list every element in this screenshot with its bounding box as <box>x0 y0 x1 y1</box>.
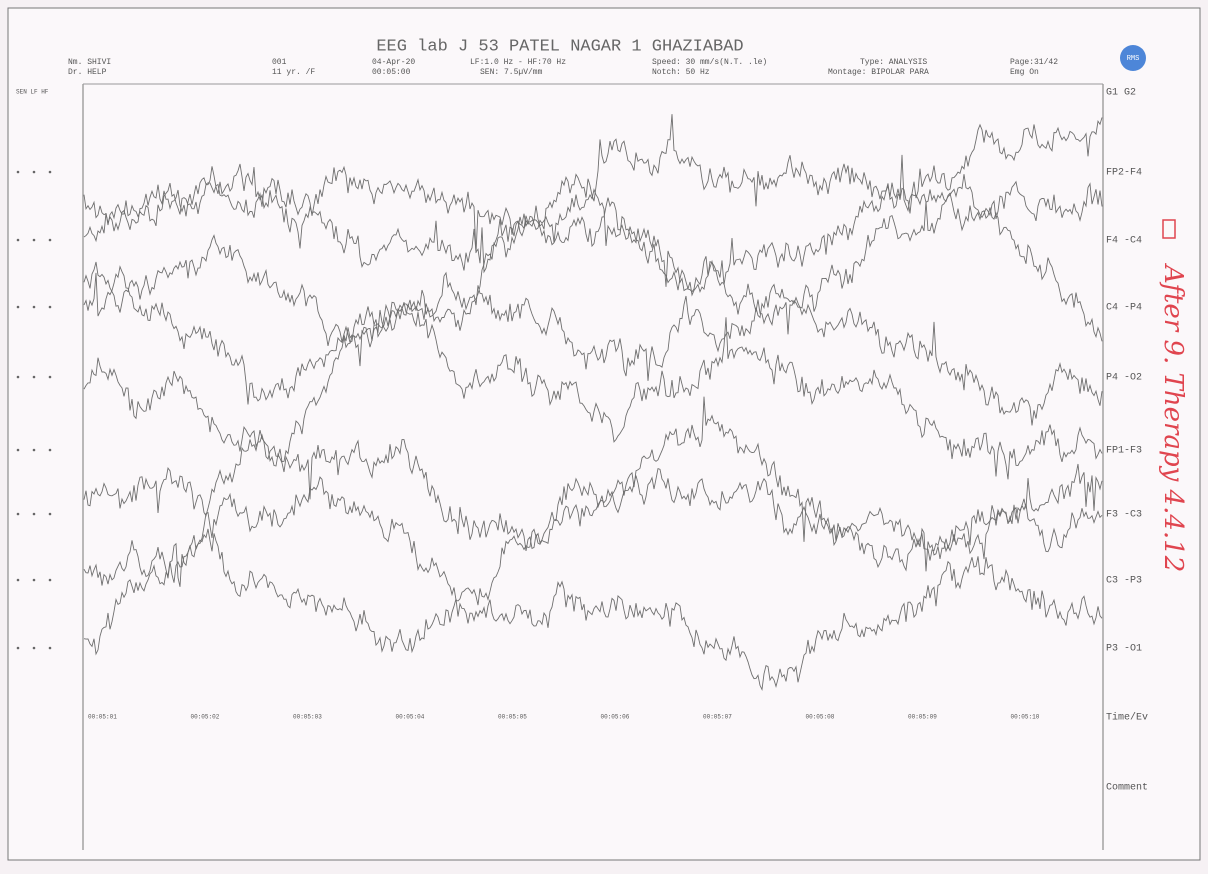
time-label: 00:05:01 <box>88 714 117 721</box>
eeg-trace <box>83 163 1103 335</box>
channel-label: Time/Ev <box>1106 712 1148 724</box>
channel-dot <box>48 305 52 309</box>
channel-dot <box>48 170 52 174</box>
channel-label: FP2-F4 <box>1106 168 1142 179</box>
eeg-trace <box>83 396 1103 606</box>
channel-dot <box>32 170 36 174</box>
channel-dot <box>16 238 20 242</box>
logo <box>1120 45 1146 71</box>
channel-dot <box>48 578 52 582</box>
time-label: 00:05:02 <box>191 714 220 721</box>
channel-label: P3 -O1 <box>1106 644 1142 655</box>
header-title: EEG lab J 53 PATEL NAGAR 1 GHAZIABAD <box>376 37 743 56</box>
channel-label: C4 -P4 <box>1106 303 1142 314</box>
channel-dot <box>16 512 20 516</box>
channel-dot <box>48 448 52 452</box>
doctor: Dr. HELP <box>68 68 107 77</box>
patient-name: Nm. SHIVI <box>68 58 111 67</box>
channel-dot <box>32 305 36 309</box>
channel-dot <box>32 512 36 516</box>
eeg-trace <box>83 114 1103 254</box>
channel-dot <box>16 170 20 174</box>
channel-dot <box>16 448 20 452</box>
patient-id: 001 <box>272 58 287 67</box>
type: Type: ANALYSIS <box>860 58 927 67</box>
time-label: 00:05:09 <box>908 714 937 721</box>
notch: Notch: 50 Hz <box>652 68 710 77</box>
montage: Montage: BIPOLAR PARA <box>828 68 929 77</box>
age-sex: 11 yr. /F <box>272 68 315 77</box>
channel-dot <box>48 512 52 516</box>
eeg-trace <box>83 429 1103 572</box>
channel-label: C3 -P3 <box>1106 576 1142 587</box>
date: 04-Apr-20 <box>372 58 415 67</box>
time-label: 00:05:08 <box>806 714 835 721</box>
channel-dot <box>48 238 52 242</box>
channel-label: FP1-F3 <box>1106 446 1142 457</box>
channel-dot <box>32 375 36 379</box>
channel-label: Comment <box>1106 783 1148 794</box>
time-label: 00:05:10 <box>1011 714 1040 721</box>
channel-dot <box>32 646 36 650</box>
emg: Emg On <box>1010 68 1039 77</box>
channel-dot <box>16 375 20 379</box>
time-label: 00:05:03 <box>293 714 322 721</box>
eeg-trace <box>83 265 1103 426</box>
channel-dot <box>16 646 20 650</box>
channel-dot <box>32 448 36 452</box>
eeg-trace <box>83 528 1103 692</box>
channel-label: F4 -C4 <box>1106 236 1142 247</box>
time: 00:05:00 <box>372 68 411 77</box>
speed: Speed: 30 mm/s(N.T. .le) <box>652 58 767 67</box>
filters: LF:1.0 Hz - HF:70 Hz <box>470 58 566 67</box>
eeg-trace <box>83 182 1103 346</box>
eeg-traces <box>83 114 1103 692</box>
channel-dot <box>48 646 52 650</box>
handwritten-note: After 9. Therapy 4.4.12 <box>1158 263 1188 572</box>
time-label: 00:05:07 <box>703 714 732 721</box>
time-label: 00:05:06 <box>601 714 630 721</box>
channel-dot <box>32 578 36 582</box>
channel-label: P4 -O2 <box>1106 373 1142 384</box>
sensitivity: SEN: 7.5µV/mm <box>480 68 543 77</box>
page-number: Page:31/42 <box>1010 58 1058 67</box>
channel-dot <box>16 305 20 309</box>
channel-dot <box>48 375 52 379</box>
logo-text: RMS <box>1127 55 1140 63</box>
channel-dot <box>32 238 36 242</box>
page-frame <box>7 7 1201 861</box>
hand-box <box>1162 219 1176 239</box>
column-heads: SEN LF HF <box>16 89 49 96</box>
eeg-trace <box>83 302 1103 480</box>
channel-label: G1 G2 <box>1106 88 1136 99</box>
channel-dot <box>16 578 20 582</box>
time-label: 00:05:05 <box>498 714 527 721</box>
time-label: 00:05:04 <box>396 714 425 721</box>
channel-label: F3 -C3 <box>1106 510 1142 521</box>
